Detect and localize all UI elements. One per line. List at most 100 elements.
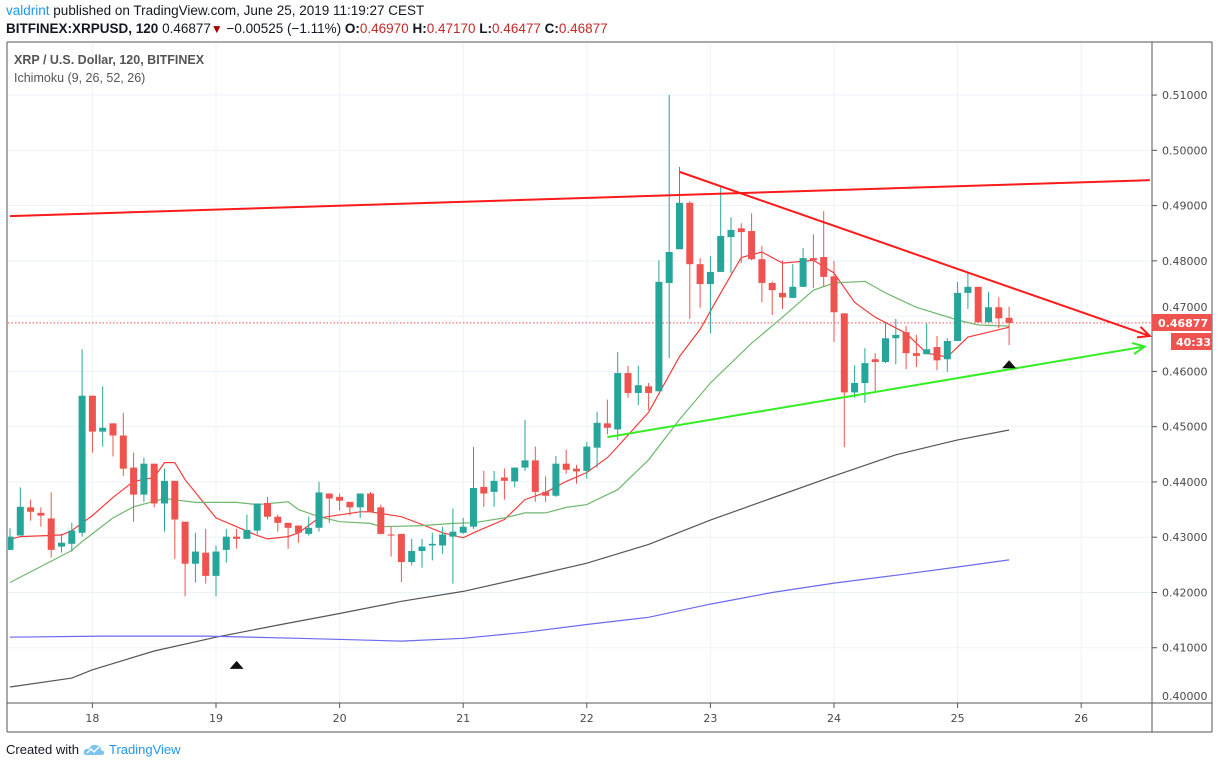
candle <box>820 211 828 287</box>
candle-body <box>768 282 776 291</box>
candle-body <box>387 534 395 536</box>
candle <box>500 468 508 500</box>
series-title[interactable]: XRP / U.S. Dollar, 120, BITFINEX <box>14 53 205 67</box>
candle-body <box>470 488 477 527</box>
chart-legend: XRP / U.S. Dollar, 120, BITFINEX Ichimok… <box>14 51 204 87</box>
candle-body <box>408 551 416 563</box>
last-price-box <box>1152 314 1212 331</box>
candle-body <box>109 423 117 436</box>
candle-body <box>521 460 529 468</box>
candle-body <box>161 480 168 504</box>
candle-body <box>882 338 889 362</box>
candle-body <box>202 552 210 576</box>
candle-body <box>892 334 900 339</box>
close-label: C: <box>544 21 559 36</box>
candle-body <box>820 256 828 277</box>
candle-body <box>995 307 1003 319</box>
tradingview-brand-link[interactable]: TradingView <box>108 742 181 757</box>
candle-body <box>593 422 601 448</box>
candle-body <box>397 533 405 563</box>
candle <box>789 264 797 298</box>
candle-body <box>717 235 725 272</box>
candle <box>933 336 941 371</box>
candle-body <box>305 527 313 534</box>
gray-line-series <box>9 429 1010 688</box>
candle-body <box>449 531 457 537</box>
low-value: 0.46477 <box>492 21 541 36</box>
candle <box>16 487 24 536</box>
trendline <box>9 179 1150 218</box>
candle <box>624 365 632 398</box>
indicator-title[interactable]: Ichimoku (9, 26, 52, 26) <box>14 71 146 85</box>
arrow-head-icon <box>1136 326 1152 339</box>
candle-body <box>923 349 931 355</box>
candle-body <box>243 530 251 539</box>
candle-body <box>634 385 642 393</box>
candle-body <box>573 468 580 472</box>
candle <box>830 260 838 343</box>
candle <box>542 476 550 502</box>
candle <box>377 504 385 535</box>
candle <box>222 528 230 563</box>
time-axis[interactable]: 18 19 20 21 22 23 24 25 26 <box>85 703 1088 725</box>
drawings[interactable] <box>9 170 1152 669</box>
candle-body <box>665 252 673 283</box>
candle-body <box>191 551 199 564</box>
candle-body <box>954 292 962 341</box>
conversion-line-series <box>9 251 1010 540</box>
candle-body <box>603 423 611 428</box>
candle-body <box>902 332 910 354</box>
candle <box>531 446 539 502</box>
author-link[interactable]: valdrint <box>6 3 50 18</box>
candle-body <box>294 525 302 533</box>
candle <box>202 528 210 584</box>
candle <box>68 522 76 552</box>
created-with-text: Created with <box>6 742 79 757</box>
candle <box>974 286 982 323</box>
candle <box>717 186 725 272</box>
candle-body <box>16 506 24 536</box>
high-value: 0.47170 <box>426 21 476 36</box>
candle-body <box>779 292 786 298</box>
price-tick-label: 0.40000 <box>1162 690 1208 703</box>
price-tick-label: 0.43000 <box>1162 531 1208 544</box>
triangle-marker-icon <box>229 660 244 669</box>
candle-body <box>676 202 683 250</box>
candle-body <box>150 463 158 504</box>
candle-body <box>233 536 241 539</box>
candle-body <box>480 486 488 494</box>
candle-body <box>500 477 508 481</box>
candle-body <box>439 534 447 546</box>
candle-body <box>562 463 570 470</box>
candle-body <box>737 228 745 233</box>
candle-body <box>274 516 282 523</box>
candle <box>593 411 601 468</box>
price-axis[interactable]: 0.40000 0.41000 0.42000 0.43000 0.44000 0.450… <box>1152 89 1208 704</box>
candle <box>799 248 807 287</box>
candle-body <box>8 536 14 550</box>
candle <box>212 545 220 597</box>
candle-body <box>706 271 714 285</box>
candle <box>181 521 189 597</box>
candle <box>140 457 148 502</box>
arrow-head-icon <box>1131 342 1148 355</box>
candle <box>727 217 735 274</box>
candle <box>603 399 611 435</box>
time-tick-label: 21 <box>456 712 470 725</box>
candle <box>346 501 354 516</box>
candle-body <box>346 501 354 508</box>
candle-body <box>799 258 807 287</box>
candle-body <box>490 480 498 492</box>
candle <box>356 493 364 518</box>
candle-body <box>840 313 848 393</box>
candle <box>253 503 261 535</box>
candle <box>428 532 436 561</box>
price-tick-label: 0.45000 <box>1162 421 1208 434</box>
candle-body <box>315 492 323 528</box>
candle <box>892 318 900 365</box>
candle <box>191 532 199 583</box>
candle-body <box>974 286 982 323</box>
candle <box>109 423 117 457</box>
indicator-lines <box>8 251 1152 688</box>
